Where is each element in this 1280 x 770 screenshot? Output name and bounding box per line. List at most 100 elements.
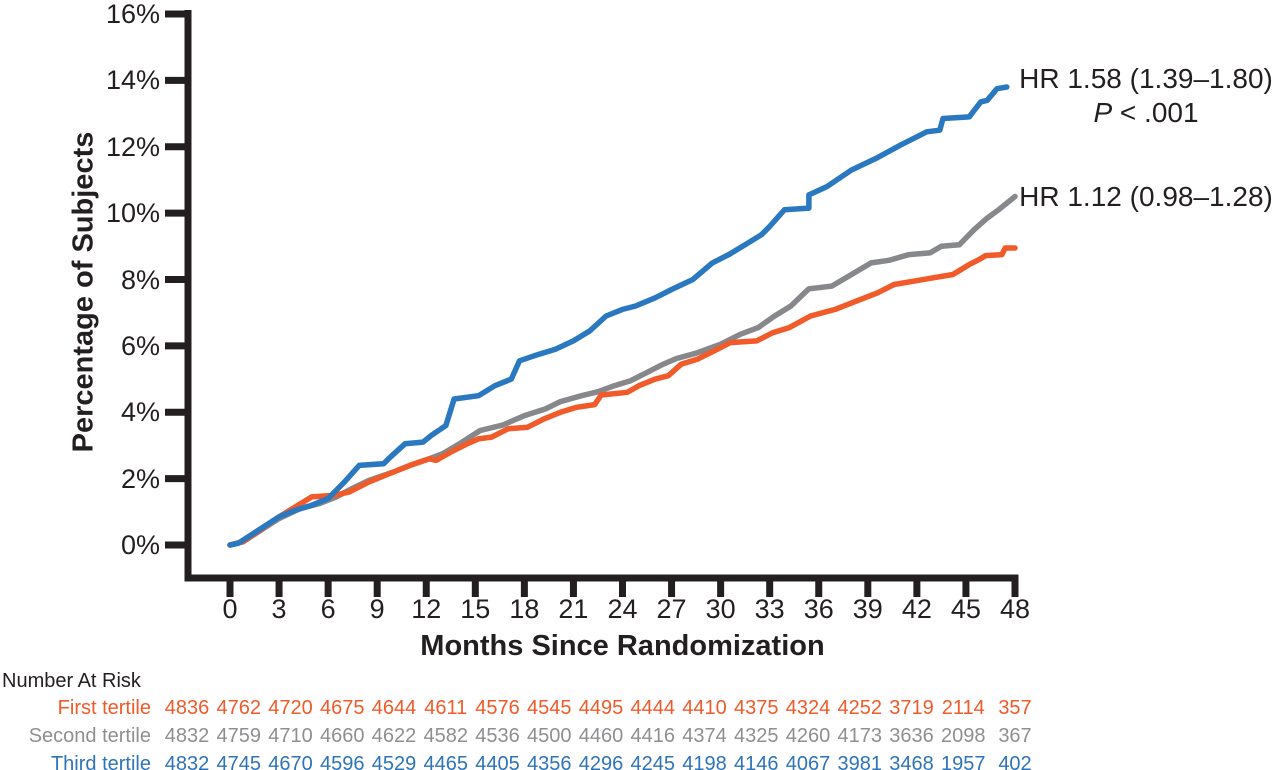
x-axis-tick (962, 578, 970, 597)
x-tick-label-39: 39 (852, 594, 883, 624)
hr-annotation-second-tertile: HR 1.12 (0.98–1.28) (1019, 181, 1273, 212)
x-axis-tick (324, 578, 332, 597)
risk-value: 4146 (734, 753, 779, 770)
x-tick-label-15: 15 (460, 594, 491, 624)
y-axis-tick (165, 342, 188, 350)
hr-value-third-tertile: HR 1.58 (1.39–1.80) (1019, 63, 1273, 94)
risk-value: 4173 (837, 725, 883, 747)
risk-value: 4762 (216, 697, 262, 719)
risk-row-label-third-tertile: Third tertile (50, 753, 151, 770)
risk-value: 3719 (889, 697, 934, 719)
risk-value: 367 (998, 725, 1032, 747)
risk-row-label-second-tertile: Second tertile (28, 725, 151, 747)
risk-value: 4759 (216, 725, 262, 747)
x-axis-tick (619, 578, 626, 597)
p-value-rest: < .001 (1112, 97, 1199, 128)
curve-third-tertile (227, 84, 1010, 548)
risk-value: 4296 (578, 753, 624, 770)
risk-value: 4576 (475, 697, 520, 719)
x-axis-tick (815, 578, 823, 597)
risk-value: 2098 (941, 725, 986, 747)
risk-value: 4832 (164, 725, 210, 747)
x-axis-tick (717, 578, 725, 597)
risk-value: 4460 (578, 725, 624, 747)
y-axis-tick (165, 10, 188, 18)
risk-value: 4495 (578, 697, 624, 719)
risk-value: 4582 (423, 725, 469, 747)
x-tick-label-24: 24 (607, 594, 638, 624)
risk-value: 4410 (682, 697, 727, 719)
y-tick-label-14: 14% (105, 65, 160, 96)
risk-row-label-first-tertile: First tertile (57, 697, 151, 719)
risk-value: 4325 (734, 725, 779, 747)
x-axis-tick (520, 578, 528, 597)
risk-value: 4198 (682, 753, 727, 770)
y-tick-label-0: 0% (120, 530, 160, 560)
y-tick-label-16: 16% (105, 0, 160, 29)
x-axis-tick (1011, 578, 1019, 597)
x-tick-label-48: 48 (999, 594, 1031, 624)
y-tick-label-8: 8% (120, 264, 160, 295)
risk-value: 1957 (941, 753, 986, 770)
x-tick-label-45: 45 (950, 594, 981, 624)
y-axis-tick (165, 76, 188, 84)
y-axis-tick (165, 541, 188, 549)
risk-value: 4836 (164, 697, 210, 719)
y-tick-label-10: 10% (105, 198, 160, 229)
risk-value: 4720 (268, 697, 313, 719)
risk-value: 4374 (682, 725, 727, 747)
hr-annotation-third-tertile: HR 1.58 (1.39–1.80) P < .001 (1014, 62, 1278, 130)
x-tick-label-9: 9 (369, 594, 385, 624)
risk-value: 4536 (475, 725, 520, 747)
risk-value: 3468 (889, 753, 934, 770)
risk-value: 3636 (889, 725, 934, 747)
x-axis-tick (864, 578, 872, 597)
x-axis-tick (373, 578, 381, 597)
risk-value: 4622 (371, 725, 417, 747)
x-tick-label-0: 0 (222, 594, 238, 624)
p-value-third-tertile: P < .001 (1014, 96, 1278, 130)
risk-value: 4260 (785, 725, 831, 747)
x-axis-tick (226, 578, 234, 597)
x-tick-label-33: 33 (754, 594, 785, 624)
risk-value: 4660 (320, 725, 365, 747)
risk-value: 4375 (734, 697, 779, 719)
risk-value: 4405 (475, 753, 520, 770)
risk-value: 4067 (785, 753, 831, 770)
x-axis-tick (275, 578, 283, 597)
risk-value: 2114 (941, 697, 985, 719)
risk-value: 4675 (320, 697, 365, 719)
y-tick-label-6: 6% (120, 330, 160, 361)
risk-value: 4745 (216, 753, 262, 770)
y-axis-tick (165, 276, 188, 283)
curve-first-tertile (227, 245, 1018, 548)
risk-value: 4252 (837, 697, 883, 719)
x-axis-tick (913, 578, 921, 597)
risk-value: 4356 (527, 753, 572, 770)
x-axis-line (184, 574, 1019, 582)
risk-value: 357 (998, 697, 1032, 719)
risk-value: 4644 (371, 697, 417, 719)
x-tick-label-27: 27 (656, 594, 687, 624)
risk-value: 4324 (785, 697, 831, 719)
risk-value: 4611 (424, 697, 468, 719)
x-axis-title: Months Since Randomization (420, 630, 825, 662)
x-axis-tick (569, 578, 577, 597)
risk-value: 402 (998, 753, 1032, 770)
risk-value: 4444 (630, 697, 676, 719)
x-tick-label-12: 12 (411, 594, 442, 624)
x-tick-label-30: 30 (705, 594, 736, 624)
y-axis-tick (165, 475, 188, 483)
y-axis-tick (165, 209, 188, 217)
risk-value: 4832 (164, 753, 210, 770)
y-axis-tick (165, 143, 188, 151)
x-tick-label-42: 42 (901, 594, 932, 624)
risk-table-title: Number At Risk (2, 670, 141, 692)
y-tick-label-4: 4% (120, 397, 160, 428)
x-axis-tick (668, 578, 676, 597)
x-axis-tick (766, 578, 774, 597)
x-tick-label-6: 6 (320, 594, 336, 624)
x-tick-label-3: 3 (271, 594, 287, 624)
